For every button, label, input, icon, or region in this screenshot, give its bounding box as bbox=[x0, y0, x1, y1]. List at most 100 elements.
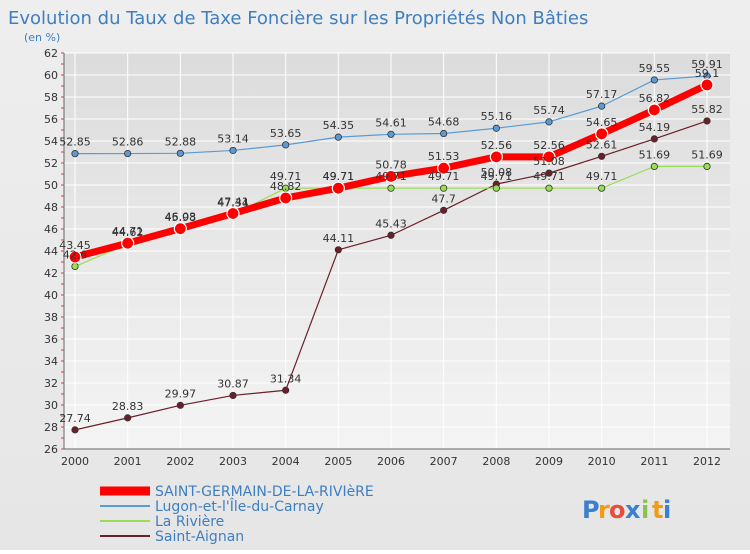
data-point-2 bbox=[545, 184, 553, 192]
data-label-2: 49.71 bbox=[323, 170, 355, 183]
logo-letter: o bbox=[609, 496, 626, 524]
data-point-2 bbox=[598, 184, 606, 192]
data-point-0 bbox=[68, 250, 82, 264]
y-tick-label: 30 bbox=[44, 399, 58, 412]
data-point-0 bbox=[437, 161, 451, 175]
data-point-1 bbox=[229, 146, 237, 155]
data-point-3 bbox=[598, 152, 606, 160]
legend-label-1: Lugon-et-l'Île-du-Carnay bbox=[155, 497, 324, 515]
y-tick-label: 28 bbox=[44, 421, 58, 434]
data-label-2: 45.98 bbox=[165, 211, 197, 224]
data-point-1 bbox=[650, 76, 658, 84]
data-label-3: 45.43 bbox=[375, 217, 407, 230]
data-point-0 bbox=[331, 181, 345, 195]
x-tick-label: 2008 bbox=[482, 455, 510, 468]
data-label-0: 52.56 bbox=[481, 139, 513, 152]
data-point-2 bbox=[650, 162, 658, 171]
y-tick-label: 44 bbox=[44, 245, 58, 258]
x-tick-label: 2002 bbox=[166, 455, 194, 468]
x-tick-label: 2000 bbox=[61, 455, 89, 468]
legend-label-2: La Rivière bbox=[155, 514, 224, 530]
data-label-1: 54.35 bbox=[323, 119, 355, 132]
data-label-0: 48.82 bbox=[270, 180, 302, 193]
logo-letter: r bbox=[598, 496, 610, 524]
series-lines bbox=[68, 72, 714, 434]
chart-unit-label: (en %) bbox=[24, 31, 60, 44]
y-tick-label: 38 bbox=[44, 311, 58, 324]
logo-letter: x bbox=[625, 496, 641, 524]
data-point-3 bbox=[176, 401, 184, 409]
data-label-3: 54.19 bbox=[639, 121, 671, 134]
data-label-0: 46.03 bbox=[165, 211, 197, 224]
data-label-0: 56.82 bbox=[639, 92, 671, 105]
data-label-0: 59.1 bbox=[695, 67, 720, 80]
y-axis: 26 28 30 32 34 36 38 40 42 44 46 48 50 52 54 56 58 60 62 bbox=[44, 47, 65, 456]
data-label-0: 50.78 bbox=[375, 158, 407, 171]
data-label-2: 42.6 bbox=[63, 248, 88, 261]
data-point-1 bbox=[492, 124, 500, 132]
x-axis: 2000 2001 2002 2003 2004 2005 2006 2007 2008 2009… bbox=[61, 448, 730, 468]
data-point-3 bbox=[703, 117, 711, 125]
data-point-3 bbox=[440, 206, 448, 214]
data-label-0: 47.41 bbox=[217, 195, 249, 208]
data-point-2 bbox=[71, 262, 79, 270]
y-tick-label: 42 bbox=[44, 267, 58, 280]
y-tick-label: 26 bbox=[44, 443, 58, 456]
data-point-1 bbox=[598, 102, 606, 110]
y-tick-label: 62 bbox=[44, 47, 58, 60]
data-point-3 bbox=[387, 231, 395, 239]
x-tick-label: 2003 bbox=[219, 455, 247, 468]
data-point-1 bbox=[282, 141, 290, 149]
data-point-0 bbox=[173, 222, 187, 236]
data-label-1: 59.55 bbox=[639, 62, 671, 75]
data-label-2: 49.71 bbox=[586, 170, 618, 183]
x-tick-label: 2004 bbox=[272, 455, 300, 468]
data-label-0: 49.71 bbox=[323, 170, 355, 183]
data-label-0: 44.71 bbox=[112, 225, 144, 238]
x-tick-label: 2001 bbox=[114, 455, 142, 468]
y-tick-label: 36 bbox=[44, 333, 58, 346]
data-point-3 bbox=[545, 169, 553, 177]
data-point-0 bbox=[489, 150, 503, 164]
data-label-3: 50.08 bbox=[481, 166, 513, 179]
data-label-2: 51.69 bbox=[691, 148, 723, 161]
legend-label-3: Saint-Aignan bbox=[155, 529, 244, 545]
data-point-1 bbox=[124, 149, 132, 158]
y-tick-label: 32 bbox=[44, 377, 58, 390]
data-point-1 bbox=[71, 150, 79, 158]
series-labels: 43.4544.7146.0347.4148.8249.7150.7851.53… bbox=[59, 58, 723, 425]
data-label-0: 51.53 bbox=[428, 150, 460, 163]
data-label-3: 47.7 bbox=[431, 192, 456, 205]
data-point-3 bbox=[124, 414, 132, 422]
data-label-2: 47.34 bbox=[217, 196, 249, 209]
data-point-0 bbox=[542, 150, 556, 164]
data-label-1: 52.88 bbox=[165, 135, 197, 148]
data-label-3: 30.87 bbox=[217, 377, 249, 390]
data-point-2 bbox=[703, 162, 711, 171]
data-point-1 bbox=[440, 129, 448, 138]
data-label-0: 52.56 bbox=[533, 139, 565, 152]
data-label-2: 51.69 bbox=[639, 148, 671, 161]
y-tick-label: 54 bbox=[44, 135, 58, 148]
data-label-3: 44.11 bbox=[323, 232, 355, 245]
data-label-3: 52.61 bbox=[586, 138, 618, 151]
data-point-1 bbox=[334, 133, 342, 141]
logo-letter: P bbox=[582, 496, 600, 524]
x-tick-label: 2012 bbox=[693, 455, 721, 468]
data-point-3 bbox=[282, 386, 290, 394]
grid bbox=[64, 52, 730, 450]
data-label-0: 54.65 bbox=[586, 116, 618, 129]
data-label-1: 57.17 bbox=[586, 88, 618, 101]
data-label-1: 55.74 bbox=[533, 104, 565, 117]
data-point-3 bbox=[71, 426, 79, 434]
data-point-2 bbox=[492, 184, 500, 192]
data-label-3: 55.82 bbox=[691, 103, 723, 116]
data-label-1: 52.86 bbox=[112, 136, 144, 149]
y-tick-label: 58 bbox=[44, 91, 58, 104]
legend-label-0: SAINT-GERMAIN-DE-LA-RIVIèRE bbox=[155, 484, 374, 500]
legend: SAINT-GERMAIN-DE-LA-RIVIèRELugon-et-l'Îl… bbox=[100, 484, 374, 545]
data-label-1: 52.85 bbox=[59, 136, 91, 149]
data-point-1 bbox=[545, 118, 553, 126]
data-point-2 bbox=[440, 184, 448, 192]
